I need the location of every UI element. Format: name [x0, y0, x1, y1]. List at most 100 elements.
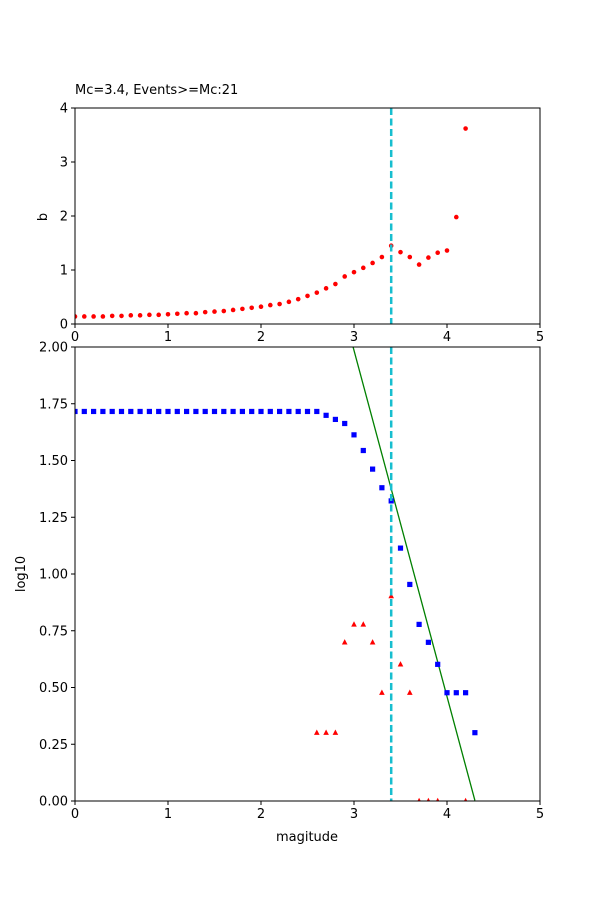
- x-tick-label: 2: [257, 330, 265, 345]
- b-value-point-5: [119, 313, 124, 319]
- non-cumulative-point-7: [379, 689, 385, 695]
- b-value-point-1: [82, 314, 87, 319]
- y-tick-label: 1.75: [39, 397, 68, 412]
- cumulative-point-9: [156, 408, 162, 415]
- cumulative-point-27: [323, 412, 329, 418]
- b-value-point-4: [109, 313, 115, 319]
- cumulative-point-13: [193, 408, 199, 415]
- b-value-point-6: [128, 313, 134, 318]
- b-value-point-16: [221, 308, 227, 314]
- y-tick-label: 1: [60, 264, 68, 279]
- cumulative-point-25: [304, 408, 311, 415]
- cumulative-point-18: [239, 408, 245, 415]
- fit-line: [352, 347, 476, 801]
- y-tick-label: 3: [60, 156, 68, 171]
- b-value-point-30: [351, 269, 357, 275]
- non-cumulative-point-13: [436, 797, 440, 801]
- cumulative-point-11: [174, 408, 180, 415]
- y-tick-label: 0.75: [39, 624, 68, 639]
- cumulative-point-35: [397, 545, 404, 551]
- b-value-point-24: [295, 296, 301, 302]
- x-tick-label: 1: [164, 807, 172, 822]
- cumulative-point-12: [184, 408, 190, 415]
- b-value-point-27: [323, 286, 329, 291]
- cumulative-point-1: [81, 408, 87, 415]
- top-plot-area: 0 1 2 3 4 5 0 1 2 3 4: [60, 102, 544, 346]
- top-chart-title: Mc=3.4, Events>=Mc:21: [75, 83, 238, 98]
- cumulative-point-23: [286, 408, 292, 415]
- b-value-point-22: [277, 301, 282, 307]
- b-value-point-38: [426, 255, 431, 260]
- cumulative-point-43: [472, 730, 478, 736]
- cumulative-point-41: [453, 690, 459, 696]
- cumulative-point-8: [146, 408, 152, 415]
- x-tick-label: 4: [443, 807, 451, 822]
- bottom-x-axis-label: magitude: [276, 830, 338, 845]
- cumulative-point-37: [416, 621, 422, 627]
- cumulative-point-19: [249, 408, 255, 415]
- cumulative-point-38: [425, 639, 431, 645]
- b-value-point-41: [454, 214, 459, 220]
- cumulative-point-28: [332, 416, 338, 423]
- non-cumulative-point-5: [360, 621, 367, 627]
- x-tick-label: 0: [71, 330, 79, 345]
- y-tick-label: 2.00: [39, 341, 68, 356]
- cumulative-point-32: [370, 466, 376, 472]
- b-value-point-0: [75, 314, 78, 319]
- non-cumulative-point-4: [351, 621, 357, 627]
- cumulative-point-4: [109, 408, 115, 415]
- b-value-point-21: [268, 302, 273, 308]
- x-tick-label: 0: [71, 807, 79, 822]
- b-value-point-13: [193, 310, 199, 316]
- cumulative-point-5: [118, 408, 125, 415]
- y-tick-label: 0.00: [39, 795, 68, 810]
- b-value-point-32: [370, 260, 375, 266]
- non-cumulative-point-9: [397, 661, 404, 667]
- b-value-point-10: [165, 311, 171, 317]
- b-value-point-28: [333, 281, 338, 287]
- y-tick-label: 2: [60, 210, 68, 225]
- non-cumulative-point-10: [407, 689, 413, 695]
- b-value-point-29: [342, 274, 348, 279]
- y-tick-label: 0.25: [39, 738, 68, 753]
- cumulative-point-20: [258, 408, 264, 415]
- non-cumulative-point-0: [314, 729, 320, 735]
- cumulative-point-14: [202, 408, 208, 415]
- cumulative-point-39: [435, 661, 441, 667]
- b-value-point-37: [416, 262, 422, 267]
- b-value-point-17: [230, 307, 236, 313]
- cumulative-point-17: [230, 408, 236, 415]
- bottom-y-axis-label: log10: [14, 556, 29, 592]
- non-cumulative-point-3: [341, 639, 348, 645]
- cumulative-point-6: [128, 408, 134, 415]
- non-cumulative-point-6: [369, 639, 376, 645]
- b-value-point-19: [249, 305, 254, 311]
- cumulative-point-33: [379, 485, 385, 491]
- b-value-point-7: [137, 313, 143, 318]
- cumulative-point-26: [314, 408, 320, 415]
- cumulative-point-15: [211, 408, 218, 415]
- b-value-point-11: [175, 311, 180, 317]
- non-cumulative-point-11: [417, 797, 421, 801]
- b-value-point-39: [435, 250, 441, 256]
- y-tick-label: 0: [60, 318, 68, 333]
- non-cumulative-point-8: [388, 592, 394, 599]
- non-cumulative-point-1: [323, 729, 329, 735]
- b-value-point-20: [258, 304, 264, 310]
- b-value-point-25: [305, 293, 310, 299]
- cumulative-point-29: [342, 420, 348, 427]
- b-value-point-42: [463, 126, 468, 131]
- y-tick-label: 4: [60, 102, 68, 117]
- cumulative-point-40: [444, 690, 450, 696]
- non-cumulative-point-2: [332, 729, 339, 735]
- plot-marks: [75, 126, 468, 319]
- cumulative-point-31: [360, 447, 366, 454]
- cumulative-point-16: [221, 408, 227, 415]
- y-tick-label: 1.50: [39, 454, 68, 469]
- cumulative-point-7: [137, 408, 143, 415]
- b-value-point-18: [240, 306, 245, 312]
- b-value-point-15: [212, 309, 217, 314]
- bottom-plot-area: 0 1 2 3 4 5 0.00 0.25 0.50 0.75 1.00 1.25 1.50 1.75 2.…: [39, 341, 544, 823]
- x-tick-label: 5: [536, 330, 544, 345]
